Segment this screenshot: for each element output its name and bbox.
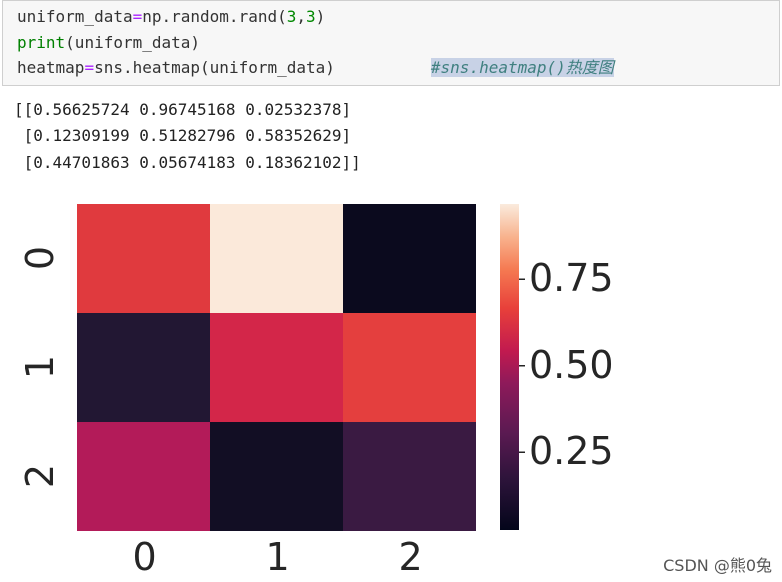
colorbar-tick-label: 0.25 [529,429,614,474]
colorbar [500,204,519,530]
code-line-1: uniform_data=np.random.rand(3,3) [17,7,326,26]
colorbar-tick-label: 0.75 [529,256,614,301]
output-line-1: [[0.56625724 0.96745168 0.02532378] [14,100,352,119]
watermark: CSDN @熊0兔 [663,556,772,575]
heatmap-cell-2-2 [343,422,476,531]
heatmap-cell-0-0 [77,204,210,313]
output-line-2: [0.12309199 0.51282796 0.58352629] [14,126,352,145]
y-tick-label: 2 [18,463,63,488]
heatmap-cell-1-0 [77,313,210,422]
x-tick-label: 1 [265,535,290,579]
heatmap-cell-1-2 [343,313,476,422]
x-tick-label: 2 [398,535,423,579]
code-comment: #sns.heatmap()热度图 [430,58,614,77]
heatmap-cell-0-2 [343,204,476,313]
heatmap-cell-0-1 [210,204,343,313]
heatmap-cell-2-1 [210,422,343,531]
code-input-cell[interactable]: uniform_data=np.random.rand(3,3) print(u… [2,0,780,86]
y-tick-label: 0 [18,245,63,270]
y-tick-label: 1 [18,354,63,379]
x-tick-label: 0 [132,535,157,579]
code-line-3: heatmap=sns.heatmap(uniform_data) #sns.he… [17,58,614,77]
colorbar-tick-label: 0.50 [529,342,614,387]
output-line-3: [0.44701863 0.05674183 0.18362102]] [14,153,361,172]
heatmap-cell-2-0 [77,422,210,531]
code-line-2: print(uniform_data) [17,33,201,52]
heatmap-cell-1-1 [210,313,343,422]
